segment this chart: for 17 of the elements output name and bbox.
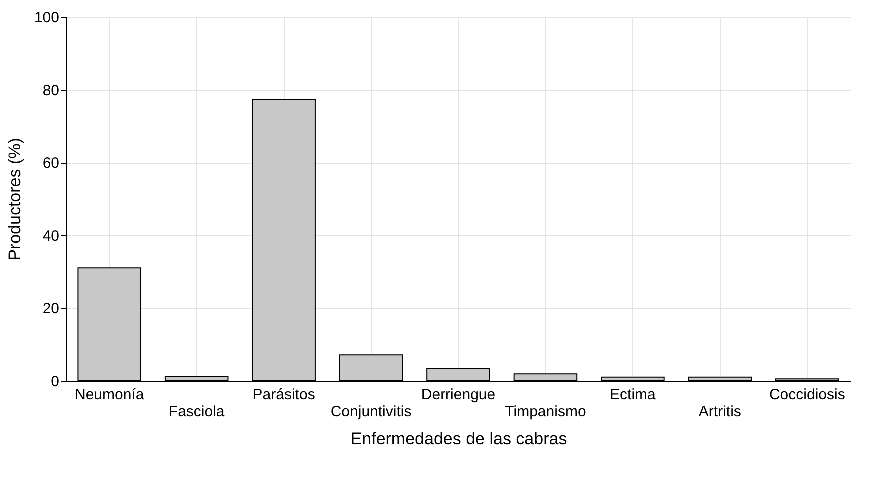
- x-tick-label: Conjuntivitis: [330, 404, 412, 420]
- x-tick-label: Timpanismo: [505, 404, 586, 420]
- y-tick-label: 20: [42, 300, 60, 318]
- x-tick-label: Ectima: [610, 386, 657, 404]
- y-axis-title: Productores (%): [5, 138, 24, 261]
- x-tick-label: Neumonía: [75, 386, 145, 404]
- x-tick-label: Fasciola: [168, 404, 226, 420]
- y-tick-label: 80: [42, 82, 60, 100]
- y-tick-label: 0: [51, 374, 60, 390]
- x-axis-title: Enfermedades de las cabras: [350, 430, 568, 448]
- x-tick-label: Coccidiosis: [769, 386, 846, 404]
- x-tick-label: Derriengue: [421, 386, 496, 404]
- x-tick-label: Artritis: [698, 404, 742, 420]
- y-tick-label: 40: [42, 228, 60, 245]
- x-tick-label: Parásitos: [252, 386, 316, 404]
- y-tick-label: 60: [42, 155, 60, 172]
- y-tick-label: 100: [34, 10, 60, 26]
